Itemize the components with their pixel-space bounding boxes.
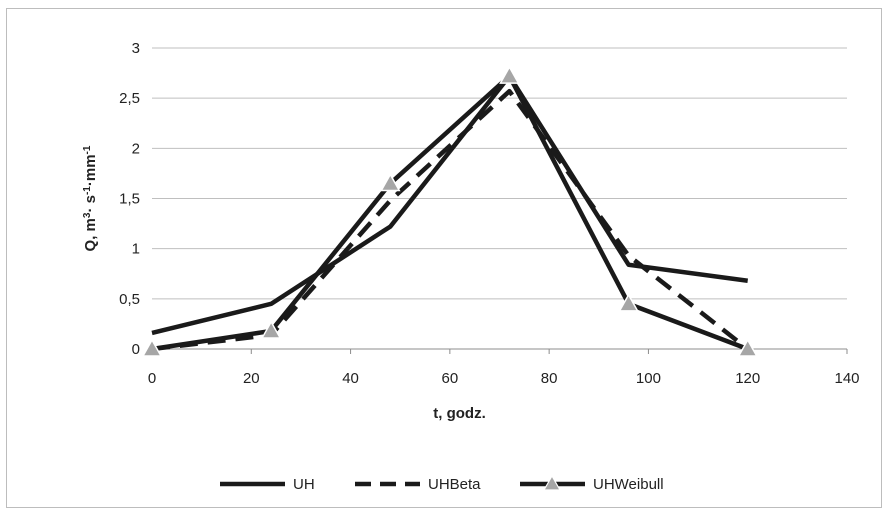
x-tick-label: 40 [342, 370, 359, 387]
data-point-UHWeibull [141, 338, 163, 357]
y-tick-label: 1,5 [119, 191, 140, 208]
y-tick-label: 0,5 [119, 291, 140, 308]
data-point-UHWeibull [618, 293, 639, 312]
data-point-UHWeibull [737, 338, 758, 357]
x-tick-label: 20 [243, 370, 260, 387]
y-tick-label: 2 [132, 140, 140, 157]
y-tick-label: 2,5 [119, 90, 140, 107]
x-axis-title: t, godz. [433, 405, 486, 422]
legend-label-UHWeibull: UHWeibull [593, 476, 664, 493]
x-tick-label: 100 [636, 370, 661, 387]
chart-frame [6, 8, 882, 508]
y-axis-title: Q, m3· s-1·mm-1 [82, 145, 100, 251]
series-line-UH [151, 73, 749, 336]
x-tick-label: 140 [834, 370, 859, 387]
x-tick-label: 80 [541, 370, 558, 387]
data-point-UHWeibull [499, 65, 520, 84]
data-point-UHWeibull [380, 172, 401, 192]
x-tick-label: 60 [442, 370, 459, 387]
series-line-UHWeibull [151, 73, 749, 352]
series-line-UHBeta [151, 88, 750, 352]
y-tick-label: 1 [132, 241, 140, 258]
x-tick-label: 0 [148, 370, 156, 387]
legend-label-UH: UH [293, 476, 315, 493]
legend-marker-UHWeibull [542, 474, 562, 491]
data-point-UHWeibull [260, 320, 282, 339]
y-tick-label: 3 [132, 40, 140, 57]
legend-label-UHBeta: UHBeta [428, 476, 481, 493]
x-tick-label: 120 [735, 370, 760, 387]
y-tick-label: 0 [132, 341, 140, 358]
